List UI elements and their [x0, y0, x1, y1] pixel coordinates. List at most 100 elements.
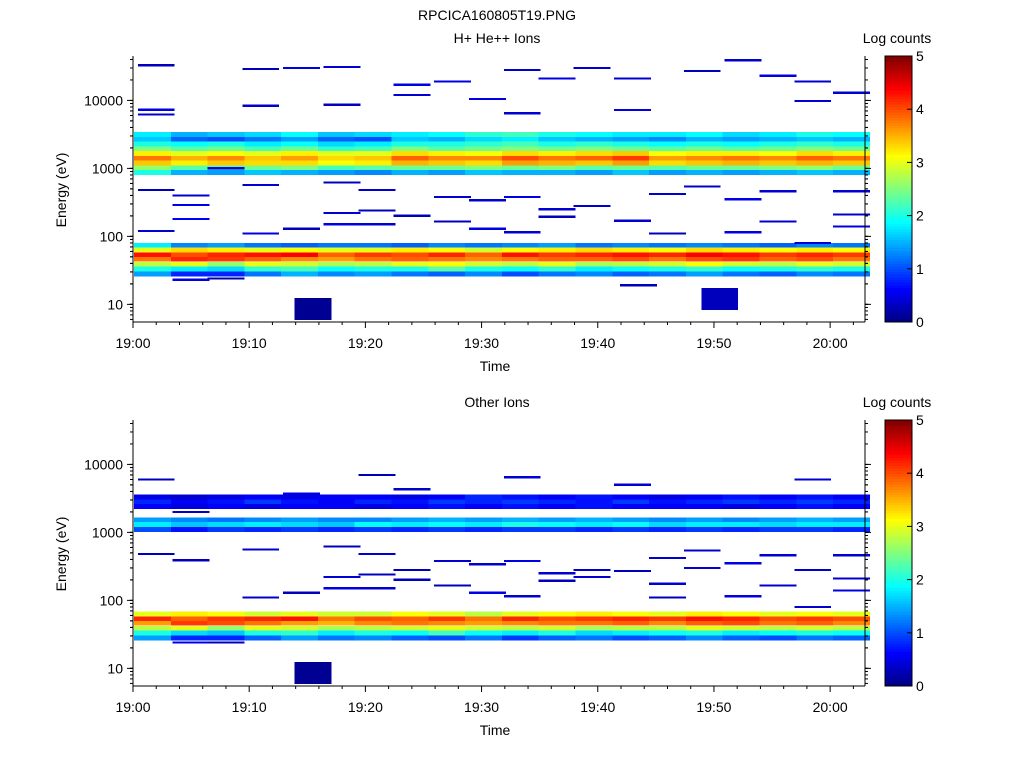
colorbar-segment: [885, 167, 912, 171]
colorbar-segment: [885, 568, 912, 573]
heatmap-cell: [538, 77, 576, 80]
colorbar-segment: [885, 441, 912, 445]
heatmap-cell: [354, 499, 392, 505]
heatmap-cell: [649, 256, 686, 262]
heatmap-cell: [283, 227, 320, 230]
colorbar-label: Log counts: [863, 30, 932, 46]
colorbar-segment: [885, 513, 912, 517]
heatmap-cell: [503, 476, 541, 479]
heatmap-cell: [685, 151, 723, 156]
colorbar-segment: [885, 295, 912, 299]
heatmap-cell: [244, 611, 282, 617]
heatmap-cell: [649, 635, 686, 641]
heatmap-cell: [794, 99, 832, 103]
heatmap-cell: [465, 252, 502, 257]
x-tick-label: 19:40: [580, 335, 615, 351]
heatmap-cell: [796, 252, 834, 257]
colorbar-segment: [885, 231, 912, 235]
heatmap-cell: [614, 77, 651, 80]
heatmap-cell: [724, 198, 762, 201]
heatmap-cell: [134, 141, 171, 147]
heatmap-cell: [575, 522, 613, 527]
panel-title: Other Ions: [464, 394, 529, 410]
colorbar-segment: [885, 646, 912, 650]
heatmap-cell: [649, 170, 686, 175]
heatmap-cell: [501, 160, 539, 166]
heatmap-cell: [281, 271, 318, 277]
heatmap-cell: [465, 271, 502, 277]
heatmap-cell: [538, 579, 576, 582]
heatmap-cell: [323, 103, 361, 106]
heatmap-cell: [170, 527, 208, 532]
x-tick-label: 19:20: [348, 699, 383, 715]
colorbar-segment: [885, 98, 912, 102]
heatmap-cell: [391, 252, 429, 257]
heatmap-cell: [538, 494, 576, 500]
heatmap-cell: [134, 155, 171, 161]
heatmap-cell: [428, 527, 466, 532]
heatmap-cell: [649, 556, 686, 560]
heatmap-cell: [612, 151, 650, 156]
colorbar-segment: [885, 420, 912, 424]
heatmap-cell: [575, 517, 613, 523]
colorbar-segment: [885, 56, 912, 60]
heatmap-cell: [281, 630, 318, 636]
heatmap-cell: [465, 141, 502, 147]
heatmap-cell: [649, 625, 686, 631]
heatmap-cell: [317, 635, 355, 641]
x-tick-label: 19:20: [348, 335, 383, 351]
heatmap-cell: [317, 155, 355, 161]
heatmap-cell: [503, 595, 541, 598]
heatmap-cell: [244, 630, 282, 636]
heatmap-cell: [207, 499, 245, 505]
heatmap-cell: [501, 247, 539, 253]
colorbar-segment: [885, 537, 912, 541]
heatmap-cell: [207, 635, 245, 641]
x-tick-label: 19:10: [232, 699, 267, 715]
heatmap-cell: [391, 151, 429, 156]
heatmap-cell: [683, 566, 721, 570]
colorbar-segment: [885, 507, 912, 512]
colorbar-segment: [885, 446, 912, 450]
heatmap-cell: [354, 160, 392, 166]
heatmap-cell: [207, 271, 245, 277]
heatmap-cell: [833, 620, 870, 626]
heatmap-cell: [391, 522, 429, 527]
figure-title: RPCICA160805T19.PNG: [418, 7, 576, 23]
heatmap-cell: [207, 146, 245, 152]
heatmap-cell: [722, 630, 760, 636]
heatmap-cell: [137, 478, 175, 481]
colorbar-segment: [885, 433, 912, 437]
heatmap-cell: [244, 266, 282, 272]
heatmap-cell: [796, 266, 834, 272]
heatmap-cell: [428, 170, 466, 175]
panel-title: H+ He++ Ions: [454, 30, 541, 46]
colorbar-segment: [885, 662, 912, 666]
heatmap-cell: [207, 151, 245, 156]
colorbar-segment: [885, 125, 912, 129]
x-tick-label: 20:00: [813, 699, 848, 715]
heatmap-cell: [354, 271, 392, 277]
heatmap-cell: [354, 635, 392, 641]
heatmap-cell: [281, 499, 318, 505]
heatmap-cell: [833, 151, 870, 156]
heatmap-cell: [538, 499, 576, 505]
heatmap-cell: [612, 141, 650, 147]
colorbar-segment: [885, 319, 912, 323]
heatmap-cell: [242, 548, 280, 551]
heatmap-cell: [612, 504, 650, 509]
heatmap-cell: [759, 522, 797, 527]
heatmap-cell: [244, 160, 282, 166]
heatmap-cell: [317, 630, 355, 636]
heatmap-cell: [649, 582, 686, 585]
colorbar-segment: [885, 555, 912, 559]
heatmap-cell: [244, 132, 282, 137]
colorbar-segment: [885, 135, 912, 140]
heatmap-cell: [612, 517, 650, 523]
heatmap-cell: [244, 170, 282, 175]
heatmap-cell: [501, 616, 539, 621]
heatmap-cell: [170, 247, 208, 253]
colorbar-segment: [885, 236, 912, 241]
heatmap-cell: [538, 256, 576, 262]
heatmap-cell: [724, 595, 762, 598]
